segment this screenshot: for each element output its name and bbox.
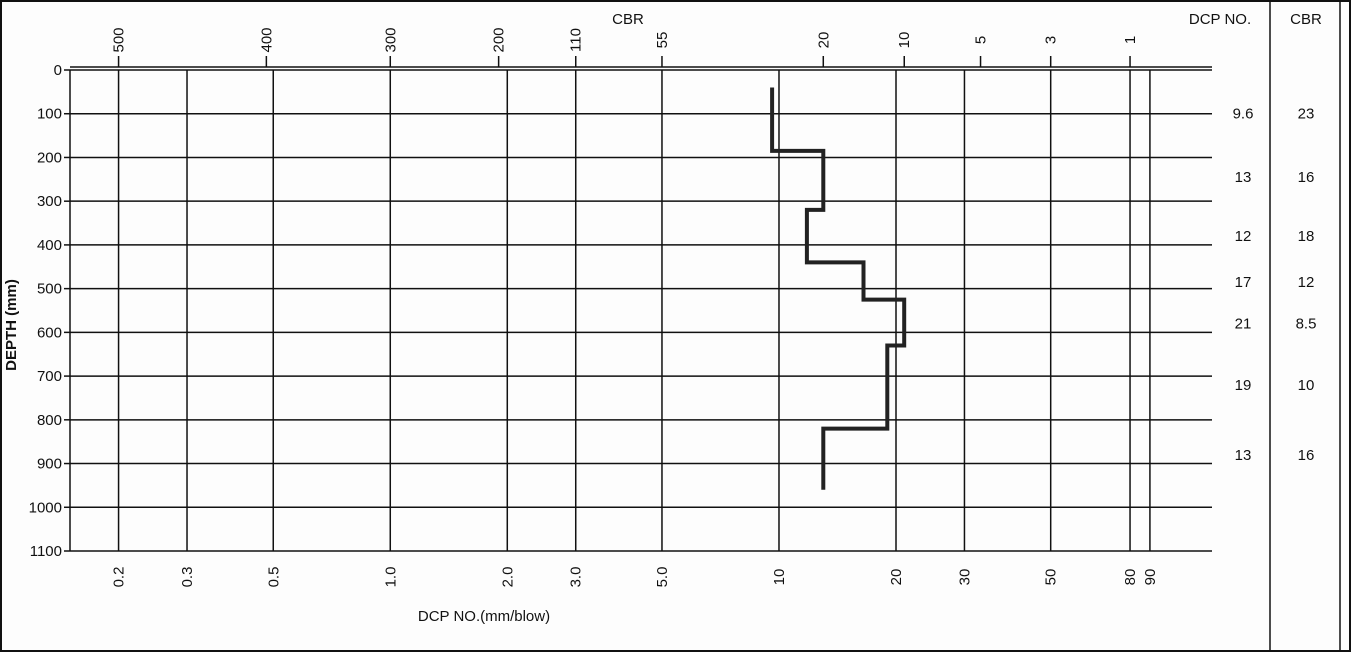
cbr-tick-label: 1 xyxy=(1122,36,1139,44)
y-tick-label: 700 xyxy=(37,368,62,385)
x-tick-label: 1.0 xyxy=(382,567,399,588)
table-dcp-value: 19 xyxy=(1235,377,1252,394)
x-tick-label: 20 xyxy=(888,569,905,586)
table-cbr-value: 12 xyxy=(1298,274,1315,291)
y-tick-label: 300 xyxy=(37,193,62,210)
x-tick-label: 30 xyxy=(956,569,973,586)
y-tick-label: 900 xyxy=(37,456,62,473)
series-group xyxy=(770,87,907,490)
x-tick-label: 90 xyxy=(1142,569,1159,586)
y-tick-label: 800 xyxy=(37,412,62,429)
table-cbr-value: 16 xyxy=(1298,169,1315,186)
y-tick-label: 0 xyxy=(54,62,62,79)
table-dcp-value: 9.6 xyxy=(1233,106,1254,123)
x-tick-label: 80 xyxy=(1122,569,1139,586)
y-tick-label: 500 xyxy=(37,281,62,298)
table-dcp-value: 21 xyxy=(1235,316,1252,333)
cbr-tick-label: 5 xyxy=(973,36,990,44)
x-tick-label: 50 xyxy=(1043,569,1060,586)
cbr-axis-ticks: 500 400 300 200 110 55 20 10 5 3 1 xyxy=(111,27,1139,67)
table-cbr-value: 10 xyxy=(1298,377,1315,394)
cbr-tick-label: 55 xyxy=(654,32,671,49)
cbr-tick-label: 200 xyxy=(491,27,508,52)
x-tick-label: 0.2 xyxy=(111,567,128,588)
table-dcp-value: 13 xyxy=(1235,447,1252,464)
y-tick-label: 1000 xyxy=(29,499,62,516)
cbr-tick-label: 500 xyxy=(111,27,128,52)
table-dcp-value: 13 xyxy=(1235,169,1252,186)
table-dcp-value: 17 xyxy=(1235,274,1252,291)
dcp-profile-line xyxy=(770,87,907,490)
y-axis-label: DEPTH (mm) xyxy=(3,279,20,371)
x-tick-label: 10 xyxy=(771,569,788,586)
x-tick-label: 0.3 xyxy=(179,567,196,588)
x-axis-ticks: 0.2 0.3 0.5 1.0 2.0 3.0 5.0 10 20 30 50 80 90 xyxy=(111,567,1159,588)
table-cbr-value: 8.5 xyxy=(1296,316,1317,333)
table-cbr-value: 23 xyxy=(1298,106,1315,123)
table-cbr-value: 16 xyxy=(1298,447,1315,464)
x-tick-label: 0.5 xyxy=(265,567,282,588)
cbr-tick-label: 3 xyxy=(1043,36,1060,44)
table-dcp-header: DCP NO. xyxy=(1189,11,1251,28)
cbr-tick-label: 400 xyxy=(258,27,275,52)
cbr-tick-label: 110 xyxy=(568,28,585,52)
y-tick-label: 600 xyxy=(37,324,62,341)
x-axis-label: DCP NO.(mm/blow) xyxy=(418,608,550,625)
table-cbr-value: 18 xyxy=(1298,228,1315,245)
y-tick-label: 100 xyxy=(37,106,62,123)
y-tick-label: 400 xyxy=(37,237,62,254)
x-tick-label: 2.0 xyxy=(499,567,516,588)
table-cbr-header: CBR xyxy=(1290,11,1322,28)
y-tick-label: 200 xyxy=(37,149,62,166)
y-axis-ticks: 0 100 200 300 400 500 600 700 800 900 1000 1100 xyxy=(29,62,70,560)
cbr-tick-label: 10 xyxy=(896,32,913,49)
x-tick-label: 3.0 xyxy=(568,567,585,588)
y-tick-label: 1100 xyxy=(30,543,62,560)
table-dcp-value: 12 xyxy=(1235,228,1252,245)
x-tick-label: 5.0 xyxy=(654,567,671,588)
cbr-tick-label: 300 xyxy=(382,27,399,52)
dcp-cbr-table: 9.6 23 13 16 12 18 17 12 21 8.5 19 10 13 16 xyxy=(1233,106,1317,464)
grid-lines xyxy=(70,70,1212,551)
cbr-axis-label: CBR xyxy=(612,11,644,28)
cbr-tick-label: 20 xyxy=(815,32,832,49)
